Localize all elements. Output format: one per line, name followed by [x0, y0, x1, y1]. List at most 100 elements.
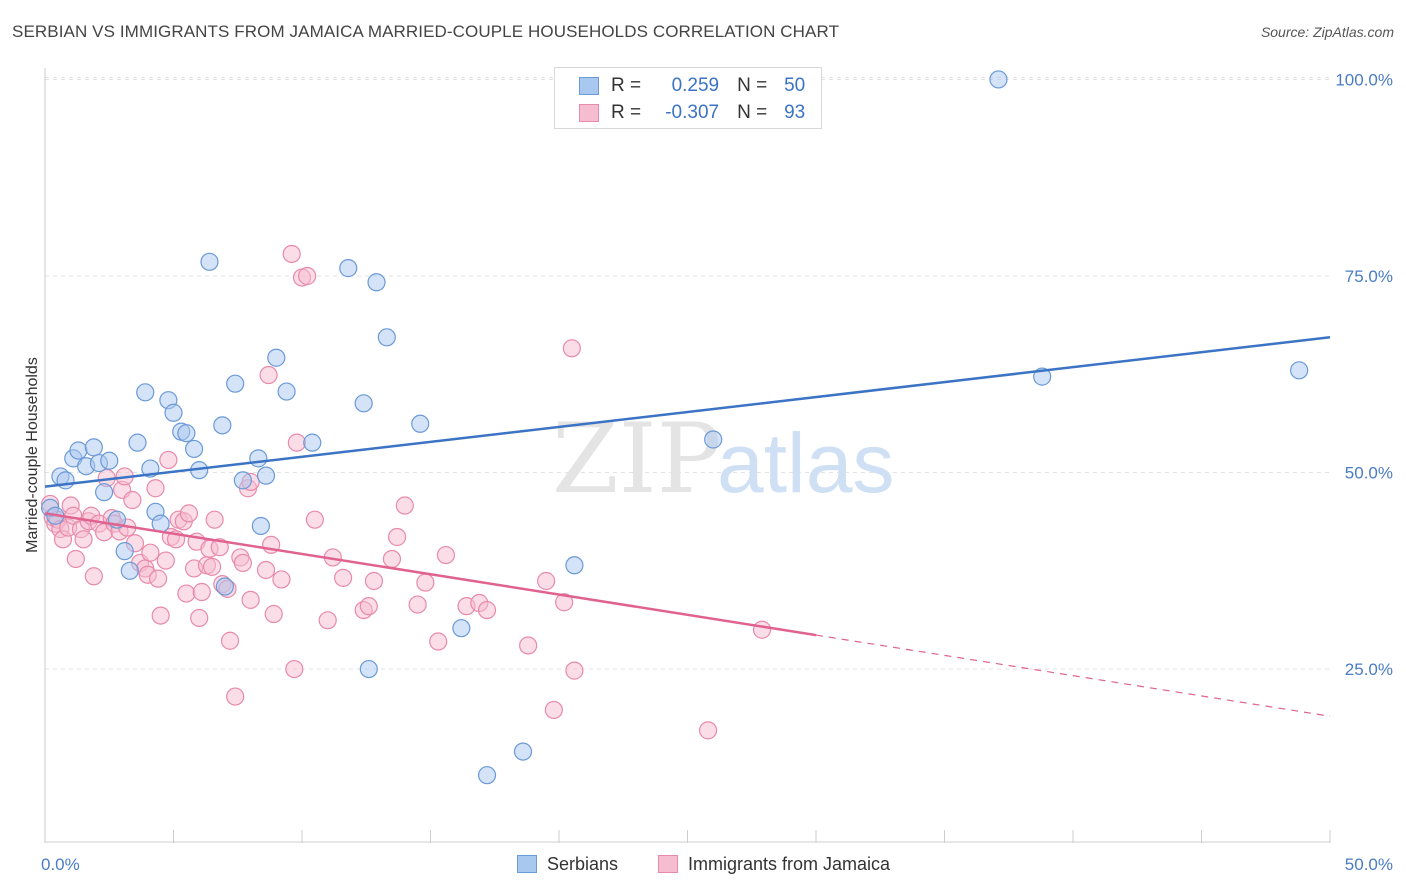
serbian-point: [359, 659, 378, 679]
serbian-point: [267, 348, 286, 367]
jamaica-point: [359, 597, 378, 616]
y-tick-label: 100.0%: [1335, 70, 1393, 89]
serbian-point: [120, 561, 139, 580]
jamaica-point: [148, 569, 168, 588]
jamaica-point: [364, 571, 384, 591]
y-axis-label: Married-couple Households: [24, 357, 41, 553]
jamaica-point: [382, 549, 402, 569]
jamaica-point: [220, 631, 240, 650]
jamaica-point: [123, 490, 142, 510]
jamaica-point: [205, 510, 224, 529]
legend-row-serbians: R = 0.259 N = 50: [579, 73, 805, 99]
n-label: N =: [737, 102, 768, 123]
jamaica-point: [177, 584, 196, 603]
serbian-point: [233, 471, 252, 490]
serbian-point: [367, 273, 386, 292]
jamaica-point: [408, 595, 427, 614]
x-tick-label: 0.0%: [41, 855, 80, 874]
serbian-point: [989, 70, 1008, 89]
jamaica-point: [395, 496, 414, 515]
jamaica-point: [537, 571, 556, 591]
jamaica-point: [210, 538, 229, 557]
jamaica-point: [334, 568, 353, 587]
r-value: 0.259: [671, 75, 720, 96]
jamaica-point: [519, 636, 538, 655]
jamaica-point: [84, 567, 103, 586]
jamaica-point: [179, 504, 199, 523]
serbians-swatch: [579, 77, 599, 95]
jamaica-point: [544, 700, 563, 720]
r-label: R =: [611, 102, 642, 123]
watermark-atlas: atlas: [717, 416, 894, 510]
jamaica-point: [66, 549, 85, 569]
n-value: 50: [784, 75, 806, 96]
trend-line-dashed: [815, 634, 1331, 717]
y-tick-label: 25.0%: [1345, 660, 1393, 679]
jamaica-point: [436, 545, 456, 565]
serbian-point: [303, 433, 322, 452]
serbian-point: [377, 328, 396, 347]
serbians-legend-label: Serbians: [547, 853, 619, 874]
serbian-point: [226, 374, 245, 393]
chart-title: SERBIAN VS IMMIGRANTS FROM JAMAICA MARRI…: [12, 22, 840, 41]
source-label: Source: ZipAtlas.com: [1260, 24, 1394, 40]
serbian-point: [704, 430, 723, 449]
jamaica-point: [272, 570, 291, 589]
jamaica-legend-swatch: [658, 855, 678, 873]
y-tick-label: 75.0%: [1345, 267, 1393, 286]
jamaica-point: [387, 527, 407, 547]
jamaica-point: [555, 593, 574, 612]
serbian-point: [56, 471, 75, 490]
serbian-point: [249, 449, 268, 468]
jamaica-point: [241, 590, 260, 609]
jamaica-point: [429, 632, 448, 651]
serbian-point: [277, 382, 296, 401]
serbian-point: [251, 516, 270, 536]
watermark-zip: ZIP: [552, 403, 721, 515]
serbian-point: [69, 441, 88, 460]
serbian-point: [128, 433, 147, 452]
jamaica-point: [416, 573, 435, 592]
tick-labels: 25.0% 50.0% 75.0% 100.0% 0.0% 50.0%: [41, 70, 1393, 874]
jamaica-point: [259, 365, 278, 385]
jamaica-point: [318, 611, 337, 630]
serbian-point: [177, 424, 196, 443]
jamaica-point: [562, 339, 581, 358]
jamaica-point: [226, 687, 245, 706]
serbian-point: [477, 766, 497, 785]
r-label: R =: [611, 75, 642, 96]
jamaica-point: [298, 266, 317, 286]
serbian-point: [84, 438, 103, 457]
bottom-legend-jamaica: Immigrants from Jamaica: [658, 852, 890, 876]
jamaica-point: [698, 721, 718, 740]
jamaica-point: [192, 582, 211, 602]
serbian-point: [565, 556, 584, 575]
axis-layer: [44, 68, 1331, 843]
trend-lines: [44, 336, 1331, 717]
jamaica-point: [565, 661, 584, 680]
grid-layer: [45, 76, 1330, 670]
serbian-point: [1290, 361, 1309, 380]
trend-line-solid: [44, 512, 817, 637]
jamaica-point: [282, 244, 301, 264]
serbian-point: [256, 466, 276, 485]
r-value: -0.307: [665, 102, 720, 123]
x-tick-label: 50.0%: [1345, 855, 1393, 874]
y-tick-label: 50.0%: [1345, 464, 1393, 483]
serbian-point: [164, 403, 183, 422]
serbian-point: [411, 414, 430, 433]
jamaica-point: [752, 620, 772, 639]
jamaica-point: [74, 530, 93, 549]
serbian-point: [100, 451, 119, 470]
jamaica-points: [41, 244, 772, 740]
jamaica-legend-label: Immigrants from Jamaica: [688, 853, 891, 874]
serbians-legend-swatch: [517, 855, 537, 873]
serbian-point: [215, 577, 234, 596]
serbian-point: [115, 542, 134, 561]
serbian-point: [136, 383, 155, 402]
jamaica-point: [287, 433, 306, 452]
jamaica-point: [305, 510, 324, 529]
jamaica-point: [146, 479, 165, 498]
jamaica-point: [141, 543, 160, 562]
